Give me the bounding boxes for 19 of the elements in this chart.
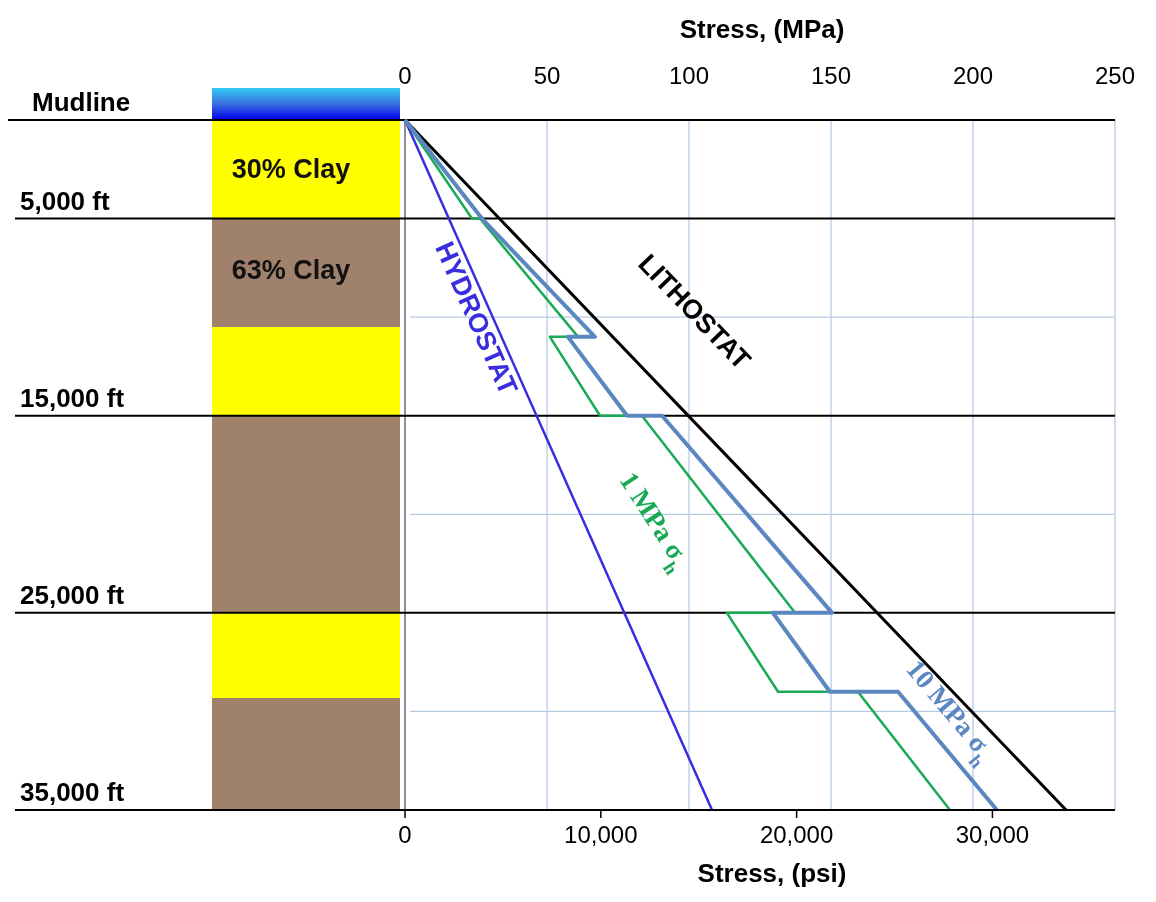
x2-axis-title: Stress, (MPa) [679,14,845,44]
ref-line-label: 5,000 ft [20,185,110,216]
x-tick-label: 10,000 [564,821,638,848]
x-tick-label: 30,000 [955,821,1030,848]
ref-line-label: 35,000 ft [20,777,125,807]
text: 30% Clay [231,154,351,184]
x-tick-label: 20,000 [759,821,834,848]
x2-tick-label: 200 [952,62,994,89]
ref-line-label: 25,000 ft [20,579,125,610]
x2-tick-label: 250 [1094,62,1136,89]
x2-tick-label: 0 [398,62,412,89]
x2-tick-label: 150 [810,62,852,89]
x-axis-title: Stress, (psi) [697,858,847,888]
ref-line-label: Mudline [32,87,131,117]
text: 63% Clay [231,255,351,285]
ref-line-label: 15,000 ft [20,382,125,413]
x2-tick-label: 100 [668,62,710,89]
x2-tick-label: 50 [533,62,561,89]
x-tick-label: 0 [398,821,412,848]
